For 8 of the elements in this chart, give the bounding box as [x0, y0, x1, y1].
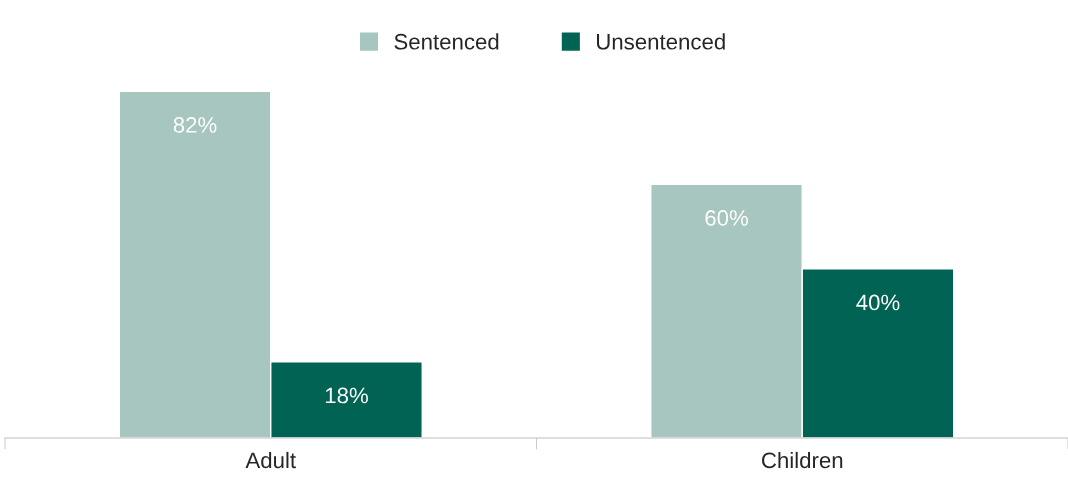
data-label: 60% — [705, 210, 748, 226]
x-tick-label: Adult — [245, 451, 296, 469]
legend-label: Sentenced — [394, 33, 499, 50]
data-label: 18% — [325, 387, 368, 404]
x-tick-label: Children — [762, 451, 843, 469]
legend-label: Unsentenced — [596, 33, 725, 50]
data-label: 82% — [173, 117, 217, 133]
data-label: 40% — [856, 294, 900, 311]
